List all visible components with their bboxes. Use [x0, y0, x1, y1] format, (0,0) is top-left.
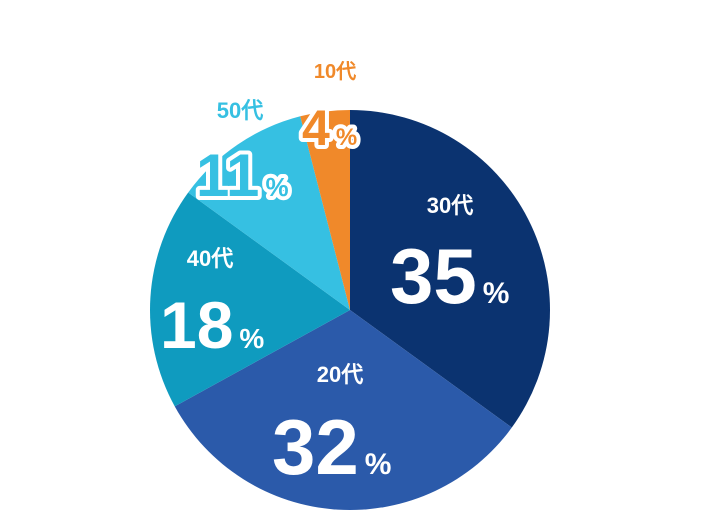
- slice-age-label: 30代: [427, 193, 473, 218]
- slice-percent-sign: %: [483, 277, 510, 310]
- slice-percent-sign: %: [265, 172, 288, 202]
- slice-percent-sign: %: [336, 124, 357, 151]
- slice-age-label: 20代: [317, 362, 363, 387]
- slice-age-label: 50代: [217, 98, 263, 123]
- slice-percent-sign: %: [365, 448, 392, 481]
- pie-slice: [300, 110, 350, 310]
- slice-age-label: 10代: [314, 60, 356, 83]
- pie-slice: [350, 110, 550, 428]
- slice-age-label: 40代: [187, 246, 233, 271]
- pie-slice: [174, 310, 512, 510]
- slice-percent-value: 4%: [302, 100, 357, 156]
- slice-percent-sign: %: [239, 323, 264, 354]
- pie-slice: [149, 192, 350, 407]
- pie-slice: [188, 116, 350, 310]
